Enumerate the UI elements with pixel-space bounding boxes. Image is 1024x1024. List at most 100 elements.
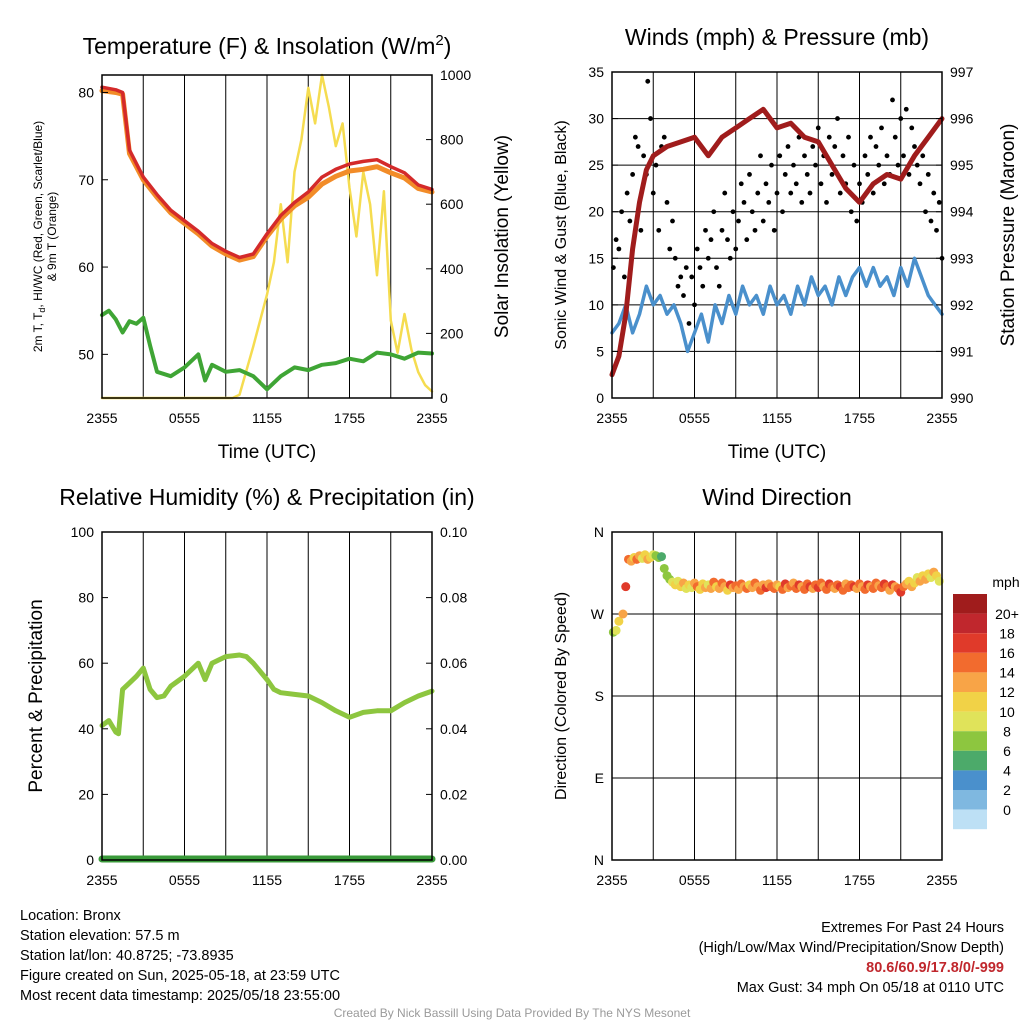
y-axis-label: Percent & Precipitation xyxy=(26,599,47,792)
gust-point xyxy=(733,246,739,252)
y2-tick-label: 996 xyxy=(950,111,974,127)
gust-point xyxy=(931,190,937,196)
gust-point xyxy=(752,227,758,233)
legend-label: 16 xyxy=(999,645,1015,661)
y-tick-label: 5 xyxy=(596,343,604,359)
direction-point xyxy=(611,625,621,635)
gust-point xyxy=(873,144,879,149)
gust-point xyxy=(678,274,684,280)
gust-point xyxy=(755,190,761,196)
y2-tick-label: 800 xyxy=(440,132,464,148)
y-axis-label: 2m T, Td, HI/WC (Red, Green, Scarlet/Blu… xyxy=(31,121,47,352)
y2-tick-label: 0 xyxy=(440,390,448,406)
gust-point xyxy=(714,265,719,270)
x-tick-label: 1155 xyxy=(252,872,282,888)
gust-point xyxy=(708,237,714,243)
temp-2m-line xyxy=(100,85,434,260)
gust-point xyxy=(632,134,638,140)
y2-tick-label: 1000 xyxy=(440,67,471,83)
gust-point xyxy=(928,218,934,224)
y-tick-label: 40 xyxy=(78,721,94,737)
gust-point xyxy=(879,125,884,131)
legend-label: 18 xyxy=(999,625,1015,641)
legend-swatch xyxy=(953,633,987,653)
gust-point xyxy=(627,218,633,224)
y-tick-label: 0 xyxy=(86,852,94,868)
x-tick-label: 2355 xyxy=(926,410,957,426)
legend-label: 8 xyxy=(1003,723,1011,739)
chart-title: Winds (mph) & Pressure (mb) xyxy=(625,24,929,50)
y2-axis-label: Solar Insolation (Yellow) xyxy=(492,135,513,338)
gust-point xyxy=(703,227,708,233)
gust-point xyxy=(890,97,895,103)
y-tick-label: 20 xyxy=(588,204,604,220)
legend-swatch xyxy=(953,692,987,712)
credit-text: Created By Nick Bassill Using Data Provi… xyxy=(333,1006,691,1020)
gust-point xyxy=(719,227,725,233)
legend-label: 20+ xyxy=(995,606,1019,622)
gust-point xyxy=(689,274,695,280)
gust-point xyxy=(697,265,703,270)
x-tick-label: 2355 xyxy=(596,872,627,888)
gust-point xyxy=(793,181,799,187)
legend-label: 10 xyxy=(999,704,1015,720)
x-tick-label: 2355 xyxy=(596,410,627,426)
y2-tick-label: 0.04 xyxy=(440,721,467,737)
chart-panel-3: Relative Humidity (%) & Precipitation (i… xyxy=(26,484,475,888)
gust-point xyxy=(648,116,653,121)
gust-point xyxy=(868,134,873,140)
gust-point xyxy=(694,246,700,252)
gust-point xyxy=(621,274,627,280)
gust-point xyxy=(624,190,630,196)
gust-point xyxy=(862,153,868,159)
y-tick-label: E xyxy=(595,770,604,786)
y2-tick-label: 990 xyxy=(950,390,974,406)
gust-point xyxy=(670,218,675,224)
gust-point xyxy=(661,134,667,140)
gust-point xyxy=(870,190,876,196)
gust-point xyxy=(917,181,923,187)
gust-point xyxy=(936,200,942,205)
x-tick-label: 2355 xyxy=(416,872,447,888)
gust-point xyxy=(656,227,662,233)
gust-point xyxy=(766,200,772,205)
y2-tick-label: 995 xyxy=(950,157,974,173)
gust-point xyxy=(769,162,774,168)
gust-point xyxy=(738,181,744,187)
y-tick-label: N xyxy=(594,852,604,868)
plot-border xyxy=(101,531,433,861)
x-tick-label: 0555 xyxy=(169,872,200,888)
direction-point xyxy=(621,582,631,592)
gust-point xyxy=(711,209,717,215)
gust-point xyxy=(727,255,733,261)
latlon-text: Station lat/lon: 40.8725; -73.8935 xyxy=(20,948,234,964)
gust-point xyxy=(826,134,832,140)
gust-point xyxy=(681,293,686,298)
plot-border xyxy=(611,71,943,399)
max-gust-text: Max Gust: 34 mph On 05/18 at 0110 UTC xyxy=(736,980,1004,996)
gust-point xyxy=(901,153,906,159)
humidity-line xyxy=(99,652,435,737)
gust-point xyxy=(857,181,862,187)
direction-point xyxy=(614,616,624,626)
y2-axis-label: Station Pressure (Maroon) xyxy=(998,124,1019,347)
x-tick-label: 2355 xyxy=(926,872,957,888)
gust-point xyxy=(851,162,857,168)
y-tick-label: 35 xyxy=(588,64,604,80)
gust-point xyxy=(829,172,835,177)
created-text: Figure created on Sun, 2025-05-18, at 23… xyxy=(20,968,340,984)
y2-tick-label: 400 xyxy=(440,261,464,277)
y-tick-label: 20 xyxy=(78,786,94,802)
y-tick-label: 80 xyxy=(78,84,94,100)
x-tick-label: 2355 xyxy=(86,872,117,888)
legend-label: 6 xyxy=(1003,743,1011,759)
gust-point xyxy=(788,190,794,196)
y-tick-label: 70 xyxy=(78,172,94,188)
gust-point xyxy=(813,162,818,168)
y-tick-label: 30 xyxy=(588,111,604,127)
gust-point xyxy=(840,153,846,159)
y-tick-label: S xyxy=(595,688,604,704)
legend-label: 12 xyxy=(999,684,1015,700)
gust-point xyxy=(641,153,647,159)
gust-point xyxy=(638,227,644,233)
